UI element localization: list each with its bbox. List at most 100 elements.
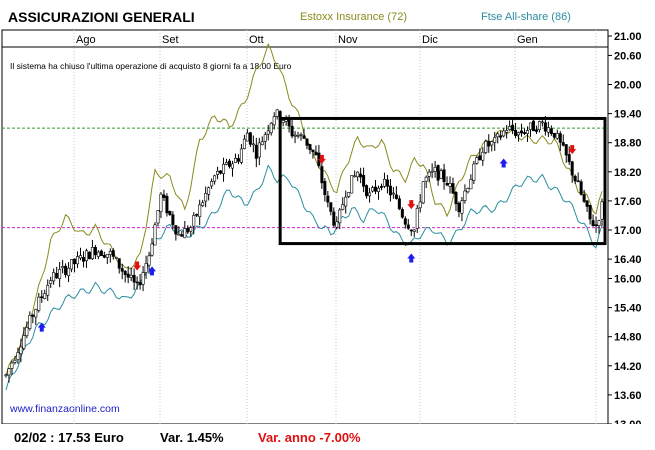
candle-body bbox=[135, 281, 139, 284]
candle-body bbox=[320, 166, 324, 184]
candle-body bbox=[454, 191, 458, 205]
legend-ftse: Ftse All-share (86) bbox=[481, 11, 571, 23]
candle-body bbox=[120, 268, 124, 272]
candle-body bbox=[64, 265, 68, 275]
candle-body bbox=[549, 128, 553, 134]
candle-body bbox=[490, 141, 494, 146]
candle-body bbox=[573, 175, 577, 182]
candle-body bbox=[171, 214, 175, 226]
signal-down-arrow bbox=[407, 200, 416, 210]
candle-body bbox=[55, 273, 59, 279]
candle-body bbox=[579, 181, 583, 195]
candle-body bbox=[49, 280, 53, 284]
candle-body bbox=[403, 218, 407, 225]
candle-body bbox=[382, 178, 386, 187]
candle-body bbox=[528, 122, 532, 130]
month-label: Set bbox=[162, 34, 179, 46]
candle-body bbox=[260, 141, 264, 146]
candle-body bbox=[222, 163, 226, 174]
candle-body bbox=[34, 309, 38, 318]
chart: ASSICURAZIONI GENERALI Estoxx Insurance … bbox=[1, 9, 642, 424]
candle-body bbox=[350, 175, 354, 194]
candle-body bbox=[111, 250, 115, 257]
month-label: Dic bbox=[422, 34, 438, 46]
candle-body bbox=[329, 202, 333, 212]
candle-body bbox=[374, 186, 378, 192]
candle-body bbox=[290, 125, 294, 137]
candle-body bbox=[7, 368, 11, 376]
candle-body bbox=[40, 296, 44, 299]
month-label: Gen bbox=[517, 34, 538, 46]
candle-body bbox=[460, 200, 464, 214]
candle-body bbox=[153, 224, 157, 246]
candle-body bbox=[58, 269, 62, 280]
candle-body bbox=[90, 247, 94, 260]
y-tick-label: 19.40 bbox=[614, 109, 642, 121]
candle-body bbox=[25, 327, 29, 337]
candle-body bbox=[341, 204, 345, 210]
ftse-line bbox=[5, 164, 603, 391]
signal-up-arrow bbox=[148, 266, 157, 276]
candle-body bbox=[323, 181, 327, 195]
candle-body bbox=[448, 183, 452, 187]
candle-body bbox=[296, 135, 300, 137]
candle-body bbox=[186, 227, 190, 233]
candle-body bbox=[555, 133, 559, 139]
candle-body bbox=[251, 143, 255, 146]
candle-body bbox=[114, 257, 118, 259]
candle-body bbox=[388, 185, 392, 196]
y-tick-label: 18.20 bbox=[614, 167, 642, 179]
candle-body bbox=[195, 214, 199, 216]
candle-body bbox=[204, 193, 208, 202]
candle-body bbox=[472, 163, 476, 181]
candle-body bbox=[394, 194, 398, 199]
candle-body bbox=[254, 144, 258, 159]
y-tick-label: 21.00 bbox=[614, 31, 642, 43]
candle-body bbox=[514, 129, 518, 136]
legend-estoxx: Estoxx Insurance (72) bbox=[300, 11, 407, 23]
candle-body bbox=[600, 201, 604, 220]
footer-var-anno: Var. anno -7.00% bbox=[258, 430, 361, 445]
month-label: Nov bbox=[338, 34, 358, 46]
candle-body bbox=[511, 124, 515, 131]
candle-body bbox=[219, 170, 223, 174]
candle-body bbox=[233, 157, 237, 163]
candle-body bbox=[189, 227, 193, 232]
candle-body bbox=[242, 138, 246, 149]
candle-body bbox=[216, 170, 220, 175]
candle-body bbox=[61, 266, 65, 269]
candle-body bbox=[365, 185, 369, 197]
candle-body bbox=[73, 258, 77, 264]
candle-body bbox=[22, 335, 26, 349]
candle-body bbox=[87, 251, 91, 260]
candle-body bbox=[141, 272, 145, 285]
candle-body bbox=[314, 151, 318, 156]
candle-body bbox=[117, 258, 121, 269]
candle-body bbox=[442, 169, 446, 183]
candle-body bbox=[546, 127, 550, 133]
candle-body bbox=[225, 162, 229, 165]
candle-body bbox=[16, 352, 20, 360]
candle-body bbox=[409, 229, 413, 232]
candle-body bbox=[385, 179, 389, 187]
candle-body bbox=[13, 359, 17, 363]
candle-body bbox=[517, 132, 521, 136]
y-tick-label: 20.60 bbox=[614, 50, 642, 62]
candle-body bbox=[445, 183, 449, 186]
y-tick-label: 17.00 bbox=[614, 225, 642, 237]
candle-body bbox=[46, 285, 50, 296]
candle-body bbox=[585, 200, 589, 207]
candle-body bbox=[576, 180, 580, 183]
watermark: www.finanzaonline.com bbox=[9, 403, 120, 415]
candle-body bbox=[308, 144, 312, 151]
candle-body bbox=[266, 130, 270, 135]
candle-body bbox=[19, 346, 23, 355]
candle-body bbox=[487, 140, 491, 147]
candle-body bbox=[484, 140, 488, 153]
candle-body bbox=[37, 296, 41, 311]
candle-body bbox=[96, 251, 100, 257]
candle-body bbox=[543, 122, 547, 132]
candle-body bbox=[177, 233, 181, 236]
candle-body bbox=[564, 144, 568, 156]
candle-body bbox=[451, 183, 455, 194]
